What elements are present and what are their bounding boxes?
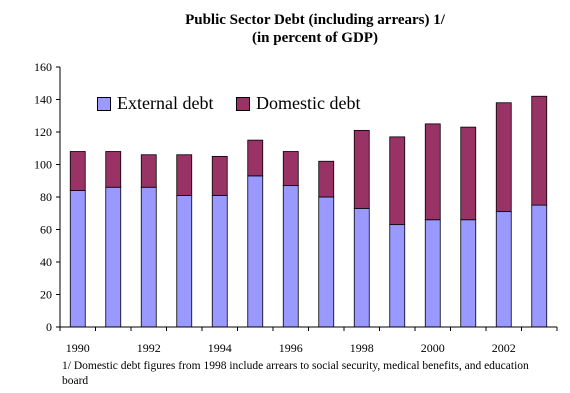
bar-external-1991 bbox=[105, 186, 122, 328]
bar-domestic-1997 bbox=[318, 160, 335, 198]
bar-domestic-1998 bbox=[353, 129, 370, 209]
footnote: 1/ Domestic debt figures from 1998 inclu… bbox=[62, 360, 529, 387]
y-tick-label-5: 100 bbox=[34, 158, 52, 172]
x-tick-label-2000: 2000 bbox=[421, 341, 445, 355]
chart-subtitle: (in percent of GDP) bbox=[252, 30, 378, 46]
y-tick-label-6: 120 bbox=[34, 125, 52, 139]
tick-labels: 0 20 40 60 80 100 120 140 160 1990 1992 1994 1996 199… bbox=[34, 60, 516, 355]
bar-domestic-1993 bbox=[176, 154, 193, 196]
bar-external-2002 bbox=[495, 211, 512, 328]
bar-external-1994 bbox=[211, 194, 228, 328]
y-tick-label-0: 0 bbox=[46, 320, 52, 334]
x-tick-label-2002: 2002 bbox=[492, 341, 516, 355]
legend-item-domestic: Domestic debt bbox=[236, 93, 360, 114]
bar-external-2001 bbox=[460, 219, 477, 328]
y-tick-label-4: 80 bbox=[40, 190, 52, 204]
y-tick-label-3: 60 bbox=[40, 223, 52, 237]
bar-domestic-2002 bbox=[495, 102, 512, 213]
legend-swatch-external bbox=[97, 96, 111, 111]
bar-external-2000 bbox=[424, 219, 441, 328]
legend-label-domestic: Domestic debt bbox=[256, 93, 361, 113]
bar-external-1996 bbox=[282, 185, 299, 328]
bar-external-1995 bbox=[247, 175, 264, 328]
x-tick-label-1994: 1994 bbox=[208, 341, 232, 355]
bar-external-2003 bbox=[531, 204, 548, 328]
bar-domestic-1991 bbox=[105, 151, 122, 188]
x-tick-label-1992: 1992 bbox=[137, 341, 161, 355]
y-tick-label-8: 160 bbox=[34, 60, 52, 74]
bar-domestic-1990 bbox=[69, 151, 86, 191]
bar-domestic-1994 bbox=[211, 155, 228, 196]
y-axis-ticks bbox=[56, 66, 60, 328]
y-tick-label-1: 20 bbox=[40, 288, 52, 302]
legend-label-external: External debt bbox=[117, 93, 214, 113]
legend-item-external: External debt bbox=[97, 93, 213, 114]
bar-domestic-1995 bbox=[247, 139, 264, 177]
x-tick-label-1996: 1996 bbox=[279, 341, 303, 355]
bar-domestic-2000 bbox=[424, 123, 441, 221]
bar-domestic-2003 bbox=[531, 95, 548, 206]
bar-external-1992 bbox=[140, 186, 157, 328]
chart-title: Public Sector Debt (including arrears) 1… bbox=[185, 12, 445, 28]
bar-domestic-1992 bbox=[140, 154, 157, 188]
bar-external-1990 bbox=[69, 190, 86, 328]
bars bbox=[69, 95, 548, 328]
y-tick-label-7: 140 bbox=[34, 93, 52, 107]
bar-domestic-1999 bbox=[389, 136, 406, 226]
x-tick-label-1990: 1990 bbox=[66, 341, 90, 355]
axes bbox=[56, 67, 558, 331]
x-tick-label-1998: 1998 bbox=[350, 341, 374, 355]
bar-external-1993 bbox=[176, 194, 193, 328]
bar-external-1998 bbox=[353, 207, 370, 328]
bar-external-1999 bbox=[389, 224, 406, 328]
bar-domestic-2001 bbox=[460, 126, 477, 221]
bar-external-1997 bbox=[318, 196, 335, 328]
legend-swatch-domestic bbox=[236, 96, 250, 111]
bar-domestic-1996 bbox=[282, 151, 299, 187]
y-tick-label-2: 40 bbox=[40, 255, 52, 269]
